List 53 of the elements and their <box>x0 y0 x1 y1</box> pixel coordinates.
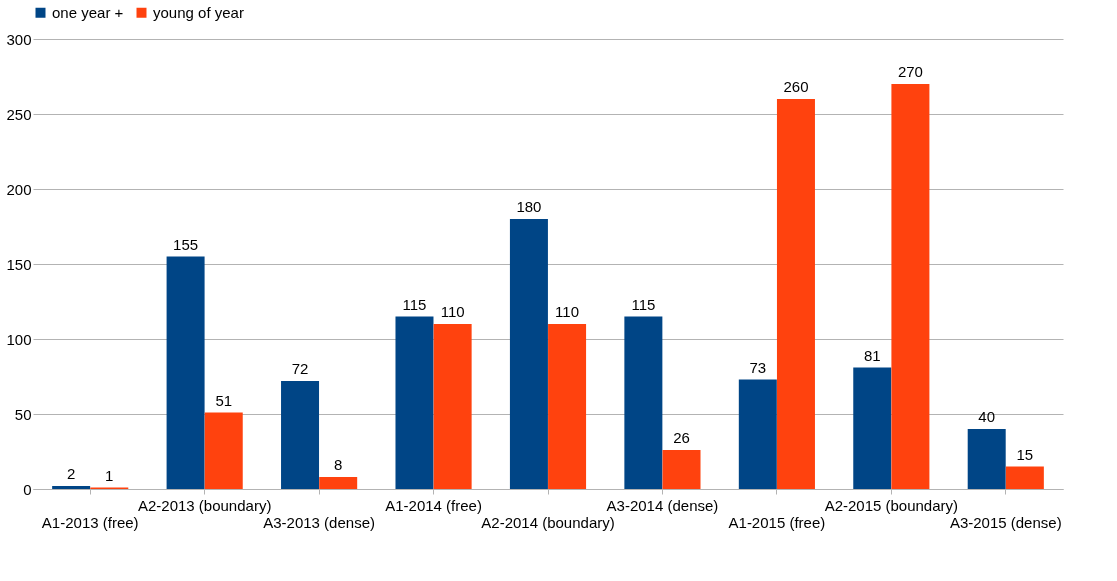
data-label: 8 <box>334 456 343 473</box>
data-label: 270 <box>897 63 923 80</box>
x-tick-label: A3-2013 (dense) <box>263 513 375 531</box>
data-label: 73 <box>749 358 767 376</box>
data-label: 180 <box>516 198 542 215</box>
y-tick-label: 250 <box>6 105 32 123</box>
x-tick-label: A1-2015 (free) <box>728 513 826 531</box>
data-label: 110 <box>440 303 465 320</box>
data-label: 2 <box>66 465 76 482</box>
legend-label: young of year <box>153 3 244 21</box>
data-label: 51 <box>215 391 233 409</box>
x-tick-label: A2-2015 (boundary) <box>824 496 959 514</box>
data-label: 155 <box>173 235 199 253</box>
bar <box>319 477 358 489</box>
data-label: 115 <box>402 295 427 313</box>
data-label: 81 <box>863 346 881 364</box>
y-tick-label: 0 <box>23 480 32 498</box>
bar <box>776 99 815 489</box>
legend-label: one year + <box>52 3 124 21</box>
bar <box>967 429 1006 489</box>
bar <box>891 84 930 489</box>
bar <box>548 324 587 489</box>
x-tick-label: A1-2013 (free) <box>41 513 139 531</box>
data-label: 1 <box>105 466 114 484</box>
y-tick-label: 300 <box>6 30 32 48</box>
bar <box>395 316 434 489</box>
bar <box>433 324 472 489</box>
bar <box>853 367 892 489</box>
bar <box>166 256 205 489</box>
data-label: 40 <box>978 408 996 425</box>
data-label: 115 <box>631 295 656 313</box>
bar <box>509 219 548 489</box>
x-tick-label: A2-2013 (boundary) <box>137 496 272 514</box>
data-label: 110 <box>555 303 580 320</box>
bar <box>1005 466 1044 489</box>
x-tick-label: A3-2014 (dense) <box>606 496 719 514</box>
bar <box>662 450 701 489</box>
data-label: 26 <box>673 429 690 446</box>
data-label: 72 <box>291 360 309 377</box>
bar <box>624 316 663 489</box>
bar <box>281 381 320 489</box>
y-tick-label: 150 <box>6 255 32 273</box>
bar <box>52 486 91 489</box>
y-tick-label: 50 <box>14 405 32 423</box>
data-label: 15 <box>1016 445 1034 463</box>
x-tick-label: A1-2014 (free) <box>385 496 482 514</box>
y-tick-label: 100 <box>6 330 32 348</box>
x-tick-label: A3-2015 (dense) <box>949 513 1062 531</box>
bar <box>738 379 777 489</box>
bar <box>204 412 243 489</box>
y-tick-label: 200 <box>6 180 32 198</box>
data-label: 260 <box>783 78 809 95</box>
x-tick-label: A2-2014 (boundary) <box>481 513 615 531</box>
